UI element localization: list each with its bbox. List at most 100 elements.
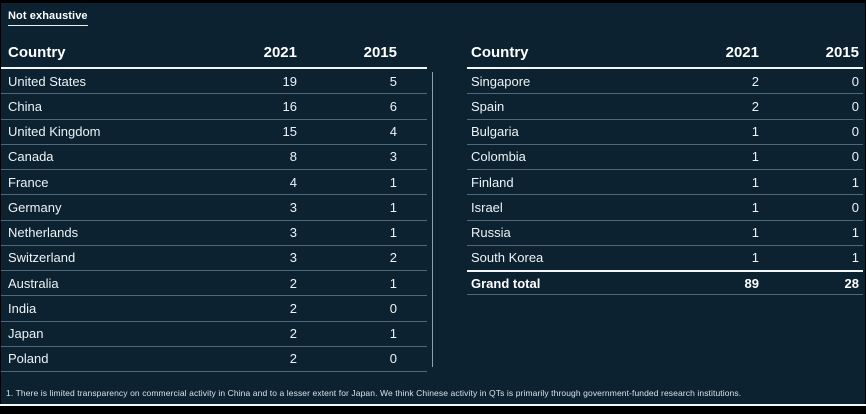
country-cell: Singapore	[471, 73, 531, 89]
value-2021-cell: 1	[751, 225, 759, 241]
country-cell: India	[8, 300, 37, 316]
country-cell: Germany	[8, 199, 62, 215]
value-2021-cell: 2	[289, 326, 297, 342]
slide-content: Not exhaustive Country 2021 2015 United …	[1, 3, 865, 404]
country-cell: Spain	[471, 98, 505, 114]
table-row: India 2 0	[1, 296, 427, 322]
value-2021-cell: 15	[282, 124, 297, 140]
value-2015-cell: 0	[851, 73, 859, 89]
value-2021-cell: 2	[289, 275, 297, 291]
table-row: United States 19 5	[1, 69, 427, 95]
country-cell: Colombia	[471, 149, 526, 165]
column-header-2015: 2015	[363, 44, 397, 61]
not-exhaustive-label: Not exhaustive	[8, 10, 88, 26]
table-row: Netherlands 3 1	[1, 221, 427, 246]
table-body-right: Singapore 2 0 Spain 2 0 Bulgaria 1 0	[467, 69, 863, 271]
value-2015-cell: 2	[389, 250, 397, 266]
value-2015-cell: 1	[389, 174, 397, 190]
table-row: United Kingdom 15 4	[1, 120, 427, 145]
column-header-country: Country	[8, 44, 66, 61]
footnote: 1. There is limited transparency on comm…	[6, 388, 742, 398]
value-2015-cell: 0	[851, 199, 859, 215]
table-row: South Korea 1 1	[467, 246, 863, 271]
value-2021-cell: 1	[751, 149, 759, 165]
table-row: Canada 8 3	[1, 145, 427, 170]
value-2021-cell: 4	[289, 174, 297, 190]
value-2021-cell: 1	[751, 174, 759, 190]
value-2021-cell: 2	[751, 73, 759, 89]
value-2021-cell: 2	[751, 98, 759, 114]
value-2015-cell: 6	[389, 98, 397, 114]
country-cell: Russia	[471, 225, 511, 241]
country-cell: Canada	[8, 149, 54, 165]
table-row: Colombia 1 0	[467, 145, 863, 170]
table-row: Bulgaria 1 0	[467, 120, 863, 145]
grand-total-label: Grand total	[471, 275, 541, 291]
value-2015-cell: 0	[851, 149, 859, 165]
value-2021-cell: 2	[289, 351, 297, 367]
value-2015-cell: 1	[851, 225, 859, 241]
country-cell: France	[8, 174, 49, 190]
country-cell: Israel	[471, 199, 503, 215]
value-2021-cell: 1	[751, 250, 759, 266]
value-2021-cell: 3	[289, 225, 297, 241]
table-row: Israel 1 0	[467, 195, 863, 221]
table-row: Finland 1 1	[467, 170, 863, 196]
country-table-left: Country 2021 2015 United States 19 5 Chi…	[1, 44, 427, 372]
table-header-right: Country 2021 2015	[467, 44, 863, 69]
vertical-divider	[432, 72, 433, 367]
value-2021-cell: 1	[751, 124, 759, 140]
column-header-2021: 2021	[263, 44, 297, 61]
value-2015-cell: 5	[389, 73, 397, 89]
country-cell: Poland	[8, 351, 49, 367]
value-2021-cell: 2	[289, 300, 297, 316]
table-row: Singapore 2 0	[467, 69, 863, 95]
country-cell: Japan	[8, 326, 44, 342]
value-2021-cell: 16	[282, 98, 297, 114]
grand-total-2015: 28	[844, 275, 859, 291]
country-cell: Australia	[8, 275, 59, 291]
country-cell: Bulgaria	[471, 124, 519, 140]
value-2021-cell: 3	[289, 199, 297, 215]
value-2015-cell: 1	[389, 225, 397, 241]
grand-total-2021: 89	[744, 275, 759, 291]
table-row: Switzerland 3 2	[1, 246, 427, 271]
value-2021-cell: 1	[751, 199, 759, 215]
table-row: France 4 1	[1, 170, 427, 196]
country-cell: United Kingdom	[8, 124, 101, 140]
table-header-left: Country 2021 2015	[1, 44, 427, 69]
value-2015-cell: 3	[389, 149, 397, 165]
value-2015-cell: 1	[851, 174, 859, 190]
table-row: China 16 6	[1, 94, 427, 120]
table-body-left: United States 19 5 China 16 6 United Kin…	[1, 69, 427, 372]
table-row: Poland 2 0	[1, 347, 427, 372]
table-row: Spain 2 0	[467, 94, 863, 120]
value-2015-cell: 1	[389, 275, 397, 291]
table-row: Russia 1 1	[467, 221, 863, 246]
country-cell: China	[8, 98, 42, 114]
bottom-rule	[0, 404, 866, 406]
table-row: Germany 3 1	[1, 195, 427, 221]
value-2021-cell: 3	[289, 250, 297, 266]
value-2021-cell: 19	[282, 73, 297, 89]
value-2015-cell: 0	[389, 300, 397, 316]
value-2015-cell: 1	[389, 326, 397, 342]
value-2015-cell: 1	[851, 250, 859, 266]
country-table-right: Country 2021 2015 Singapore 2 0 Spain 2 …	[467, 44, 863, 296]
country-cell: Switzerland	[8, 250, 76, 266]
country-cell: Finland	[471, 174, 514, 190]
value-2021-cell: 8	[289, 149, 297, 165]
value-2015-cell: 0	[389, 351, 397, 367]
country-cell: South Korea	[471, 250, 544, 266]
column-header-country: Country	[471, 44, 529, 61]
table-row: Australia 2 1	[1, 271, 427, 297]
value-2015-cell: 0	[851, 124, 859, 140]
grand-total-row: Grand total 89 28	[467, 270, 863, 296]
column-header-2015: 2015	[825, 44, 859, 61]
value-2015-cell: 4	[389, 124, 397, 140]
value-2015-cell: 1	[389, 199, 397, 215]
value-2015-cell: 0	[851, 98, 859, 114]
column-header-2021: 2021	[725, 44, 759, 61]
country-cell: Netherlands	[8, 225, 79, 241]
